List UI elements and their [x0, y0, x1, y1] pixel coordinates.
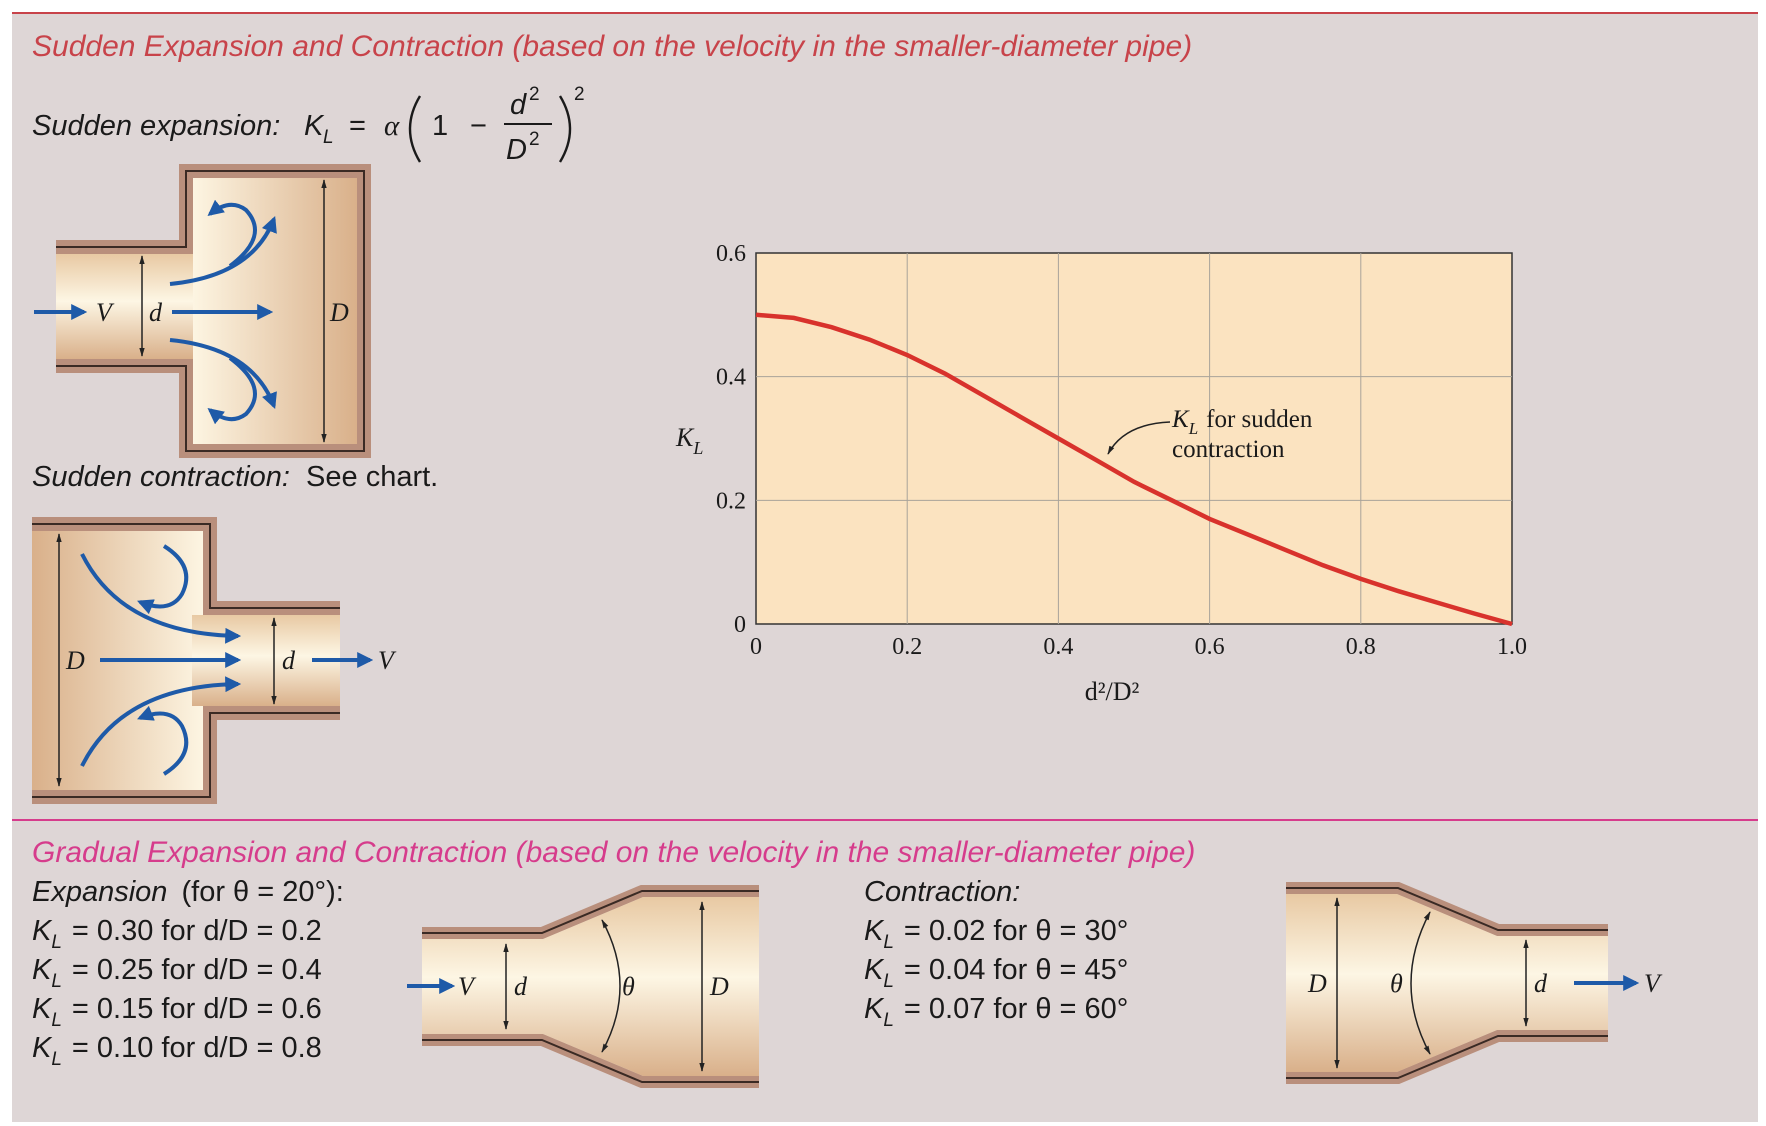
- kl-row: KL = 0.30 for d/D = 0.2: [32, 915, 322, 953]
- contraction-lower-eddy: [137, 705, 189, 776]
- gradual-contraction-small-d-label: d: [1534, 969, 1548, 998]
- gradual-expansion-rows: KL = 0.30 for d/D = 0.2KL = 0.25 for d/D =…: [32, 915, 322, 1070]
- kl-row: KL = 0.04 for θ = 45°: [864, 954, 1128, 992]
- annotation-line1: KL for sudden: [1171, 406, 1313, 438]
- x-tick-label: 0.6: [1195, 634, 1225, 660]
- y-tick-label: 0.4: [716, 365, 746, 391]
- gradual-expansion-text: Expansion (for θ = 20°): KL = 0.30 for d/…: [32, 876, 344, 1070]
- y-axis-label: KL: [675, 423, 703, 458]
- y-tick-label: 0: [734, 612, 746, 638]
- gradual-section-title: Gradual Expansion and Contraction (based…: [32, 836, 1195, 869]
- gradual-angle-label: θ: [622, 972, 635, 1001]
- gradual-contraction-text: Contraction: KL = 0.02 for θ = 30°KL = 0.0…: [864, 876, 1128, 1031]
- x-tick-labels: 0 0.2 0.4 0.6 0.8 1.0: [750, 634, 1527, 660]
- x-tick-label: 0.8: [1346, 634, 1376, 660]
- gradual-contraction-rows: KL = 0.02 for θ = 30°KL = 0.04 for θ = 45°…: [864, 915, 1128, 1031]
- contraction-upper-arrow: [80, 553, 242, 644]
- gradual-contraction-angle-arc: [1410, 911, 1431, 1055]
- sudden-contraction-note: See chart.: [306, 461, 438, 493]
- kl-row: KL = 0.15 for d/D = 0.6: [32, 993, 322, 1031]
- annotation-line2: contraction: [1172, 436, 1285, 463]
- lower-eddy-arrow: [207, 356, 257, 425]
- lower-flow-arrow: [169, 338, 277, 409]
- kl-row: KL = 0.25 for d/D = 0.4: [32, 954, 322, 992]
- gradual-velocity-label: V: [458, 972, 477, 1001]
- formula-num: d: [510, 89, 527, 121]
- velocity-label: V: [96, 298, 115, 327]
- annotation-leader: [1107, 421, 1171, 455]
- formula-k-sub: L: [323, 127, 334, 148]
- sudden-contraction-diagram: D d V: [32, 517, 397, 804]
- contraction-upper-eddy: [137, 544, 189, 615]
- x-tick-label: 0.4: [1043, 634, 1073, 660]
- formula-den: D: [506, 134, 527, 166]
- gradual-contraction-velocity-label: V: [1644, 969, 1663, 998]
- x-tick-label: 0.2: [892, 634, 922, 660]
- formula-minus: −: [470, 110, 487, 142]
- gradual-large-d-label: D: [709, 972, 729, 1001]
- formula-k: K: [304, 110, 325, 142]
- x-tick-label: 0: [750, 634, 762, 660]
- contraction-large-d-label: D: [65, 646, 85, 675]
- kl-chart: 0 0.2 0.4 0.6 0.8 1.0 0 0.2 0.4 0.6 KL d²/D² KL f…: [675, 241, 1527, 706]
- formula-one: 1: [432, 110, 448, 142]
- formula-alpha: α: [384, 110, 400, 142]
- sudden-expansion-label: Sudden expansion:: [32, 110, 280, 142]
- large-d-label: D: [329, 298, 349, 327]
- formula-outer-exp: 2: [574, 84, 585, 105]
- gradual-contraction-heading: Contraction:: [864, 876, 1020, 908]
- contraction-small-d-label: d: [282, 646, 296, 675]
- formula-num-exp: 2: [529, 84, 540, 105]
- formula-den-exp: 2: [529, 129, 540, 150]
- chart-grid: [756, 253, 1512, 624]
- sudden-contraction-label: Sudden contraction:: [32, 461, 290, 493]
- figure-panel: Sudden Expansion and Contraction (based …: [12, 12, 1758, 1122]
- contraction-velocity-label: V: [378, 646, 397, 675]
- gradual-small-d-label: d: [514, 972, 528, 1001]
- gradual-angle-arc: [601, 919, 621, 1053]
- sudden-expansion-diagram: V d D: [34, 164, 371, 458]
- upper-flow-arrow: [169, 216, 277, 286]
- figure-canvas: Sudden Expansion and Contraction (based …: [12, 30, 1758, 1088]
- series-kl-sudden-contraction: [755, 312, 1513, 627]
- sudden-contraction-text: Sudden contraction: See chart.: [32, 461, 438, 493]
- gradual-contraction-diagram: D θ d V: [1286, 882, 1663, 1084]
- plot-area: [755, 252, 1513, 625]
- x-tick-label: 1.0: [1497, 634, 1527, 660]
- formula-paren-open: [408, 95, 422, 163]
- kl-row: KL = 0.07 for θ = 60°: [864, 993, 1128, 1031]
- sudden-expansion-formula: K L = α 1 − d 2 D 2 2: [304, 84, 585, 166]
- small-d-label: d: [149, 298, 163, 327]
- kl-row: KL = 0.02 for θ = 30°: [864, 915, 1128, 953]
- y-tick-label: 0.2: [716, 488, 746, 514]
- gradual-contraction-angle-label: θ: [1390, 969, 1403, 998]
- kl-row: KL = 0.10 for d/D = 0.8: [32, 1032, 322, 1070]
- sudden-section-title: Sudden Expansion and Contraction (based …: [32, 30, 1192, 63]
- contraction-lower-arrow: [80, 676, 242, 767]
- upper-eddy-arrow: [207, 199, 257, 268]
- x-axis-label: d²/D²: [1085, 677, 1140, 706]
- gradual-expansion-heading: Expansion (for θ = 20°):: [32, 876, 344, 908]
- gradual-expansion-diagram: V d θ D: [407, 885, 759, 1088]
- gradual-contraction-large-d-label: D: [1307, 969, 1327, 998]
- formula-eq: =: [349, 110, 366, 142]
- y-tick-label: 0.6: [716, 241, 746, 267]
- formula-paren-close: [558, 95, 572, 163]
- y-tick-labels: 0 0.2 0.4 0.6: [716, 241, 746, 638]
